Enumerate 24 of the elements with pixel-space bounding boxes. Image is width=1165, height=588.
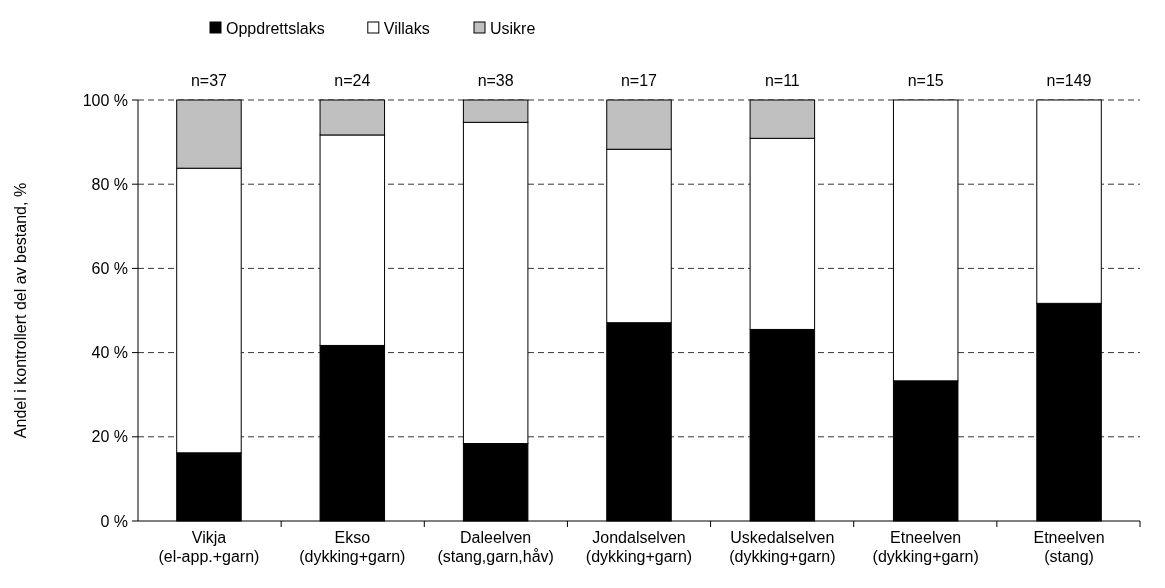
annotation: n=38: [477, 72, 514, 89]
x-tick-label: Jondalselven (dykking+garn): [585, 529, 693, 565]
annotation: n=15: [907, 72, 944, 89]
legend-label: Usikre: [490, 19, 536, 37]
x-tick-label: Etneelven (dykking+garn): [872, 529, 979, 565]
legend-label: Oppdrettslaks: [226, 19, 325, 37]
x-tick-label: Uskedalselven (dykking+garn): [729, 529, 836, 565]
y-tick-label: 80 %: [91, 175, 128, 193]
x-tick-label: Vikja (el-app.+garn): [158, 529, 260, 565]
x-tick-label: Etneelven (stang): [1033, 529, 1105, 565]
x-tick-label: Ekso (dykking+garn): [299, 529, 406, 565]
y-tick-label: 0 %: [100, 512, 128, 530]
x-tick-label: Daleelven (stang,garn,håv): [437, 529, 554, 565]
annotation: n=149: [1046, 72, 1092, 89]
y-tick-label: 20 %: [91, 428, 128, 446]
annotation: n=24: [334, 72, 371, 89]
annotation: n=37: [190, 72, 228, 89]
y-tick-label: 100 %: [82, 91, 128, 109]
legend-label: Villaks: [383, 19, 430, 37]
y-tick-label: 60 %: [91, 260, 128, 277]
y-axis-title: Andel i kontrollert del av bestand, %: [12, 182, 29, 439]
annotation: n=11: [764, 72, 800, 89]
annotation: n=17: [620, 72, 658, 89]
y-tick-label: 40 %: [91, 344, 128, 362]
